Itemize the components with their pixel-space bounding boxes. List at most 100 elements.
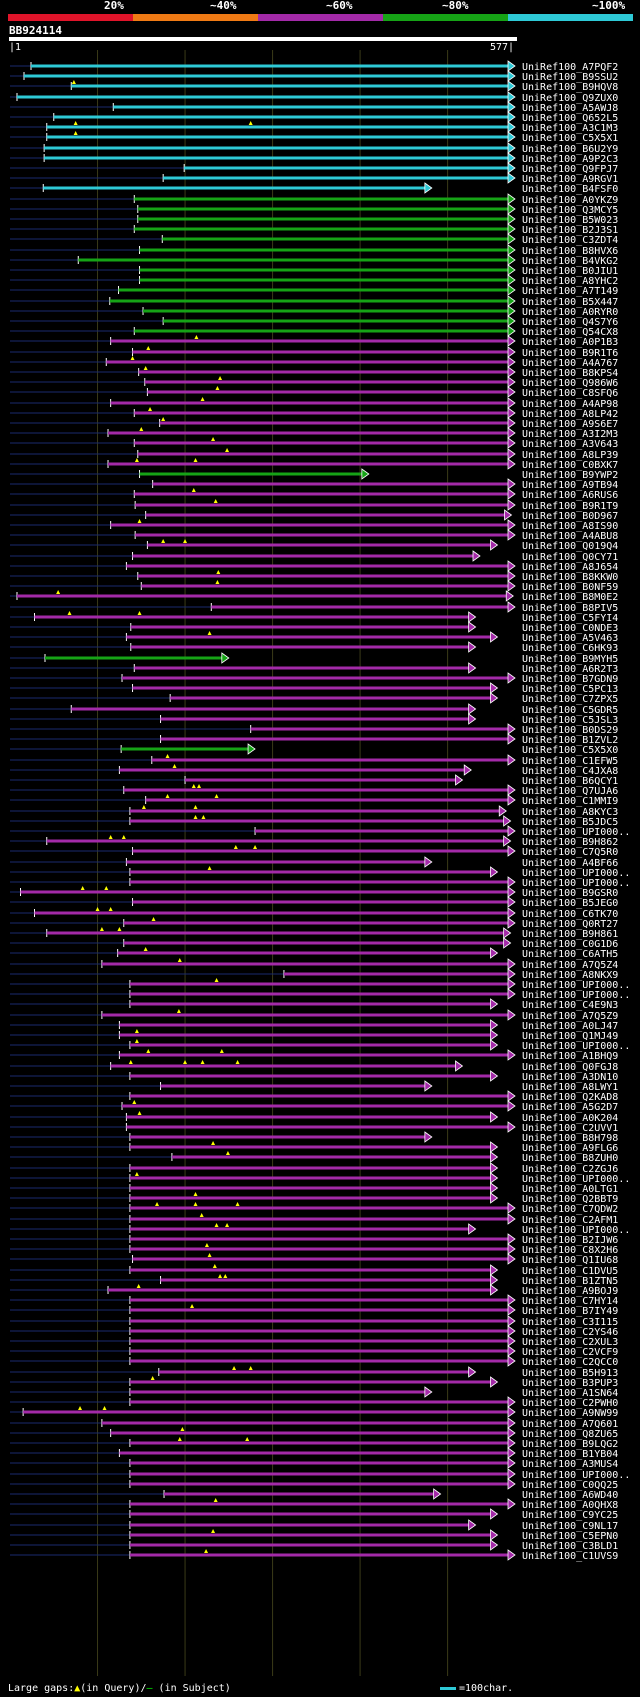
hit-label: UniRef100_A8KYC3 [522, 807, 618, 818]
alignment-end-arrow [507, 529, 516, 541]
hit-label: UniRef100_A0QHX8 [522, 1500, 618, 1511]
hit-label: UniRef100_C5EPN0 [522, 1531, 618, 1542]
hit-label: UniRef100_B5W023 [522, 215, 618, 226]
alignment-end-arrow [424, 1131, 433, 1143]
hit-label: UniRef100_C1MMI9 [522, 796, 618, 807]
hit-label: UniRef100_C5X5X0 [522, 745, 618, 756]
alignment-end-arrow [490, 682, 499, 694]
alignment-end-arrow [472, 550, 481, 562]
query-gap-marker [183, 1060, 188, 1064]
hit-label: UniRef100_B0NF59 [522, 582, 618, 593]
alignment-end-arrow [507, 366, 516, 378]
alignment-end-arrow [221, 652, 230, 664]
alignment-end-arrow [490, 1029, 499, 1041]
hit-label: UniRef100_C6ATH5 [522, 949, 618, 960]
hit-label: UniRef100_Q9ZUX0 [522, 93, 618, 104]
alignment-end-arrow [507, 825, 516, 837]
alignment-end-arrow [468, 621, 477, 633]
scale-segment-80 [383, 14, 508, 21]
length-key: =100char. [440, 1683, 513, 1695]
alignment-end-arrow [503, 927, 512, 939]
query-gap-marker [104, 886, 109, 890]
hit-label: UniRef100_B8H798 [522, 1133, 618, 1144]
hit-label: UniRef100_C6TK70 [522, 909, 618, 920]
hit-label: UniRef100_A0LTG1 [522, 1184, 618, 1195]
hit-label: UniRef100_A6R2T3 [522, 664, 618, 675]
hit-label: UniRef100_Q8ZU65 [522, 1429, 618, 1440]
alignment-end-arrow [490, 866, 499, 878]
alignment-end-arrow [507, 1549, 516, 1561]
alignment-end-arrow [507, 672, 516, 684]
query-gap-marker [213, 1498, 218, 1502]
alignment-end-arrow [507, 1406, 516, 1418]
alignment-end-arrow [468, 1366, 477, 1378]
query-gap-marker [165, 794, 170, 798]
query-gap-text: (in Query)/ [80, 1683, 147, 1694]
query-gap-marker [121, 835, 126, 839]
hit-label: UniRef100_A1BHQ9 [522, 1051, 618, 1062]
scale-tick-80: ~80% [442, 0, 469, 12]
hit-label: UniRef100_UPI000.. [522, 990, 630, 1001]
hit-label: UniRef100_Q1MJ49 [522, 1031, 618, 1042]
alignment-end-arrow [507, 560, 516, 572]
alignment-end-arrow [507, 335, 516, 347]
query-gap-marker [190, 1304, 195, 1308]
subject-gap-text: (in Subject) [152, 1683, 231, 1694]
hit-label: UniRef100_Q9FPJ7 [522, 164, 618, 175]
hit-label: UniRef100_A4A767 [522, 358, 618, 369]
query-gap-marker [219, 1049, 224, 1053]
scale-tick-40: ~40% [210, 0, 237, 12]
alignment-end-arrow [507, 601, 516, 613]
hit-label: UniRef100_B0D967 [522, 511, 618, 522]
alignment-end-arrow [507, 968, 516, 980]
alignment-end-arrow [507, 499, 516, 511]
query-gap-marker [253, 845, 258, 849]
alignment-end-arrow [507, 580, 516, 592]
hit-label: UniRef100_UPI000.. [522, 878, 630, 889]
alignment-end-arrow [507, 1447, 516, 1459]
hit-label: UniRef100_B1ZTN5 [522, 1276, 618, 1287]
alignment-end-arrow [507, 917, 516, 929]
alignment-end-arrow [424, 182, 433, 194]
query-gap-marker [225, 1223, 230, 1227]
query-gap-marker [78, 1406, 83, 1410]
query-title: BB924114 [9, 24, 62, 37]
alignment-end-arrow [505, 590, 514, 602]
alignment-end-arrow [507, 80, 516, 92]
hit-label: UniRef100_A5V463 [522, 633, 618, 644]
hit-label: UniRef100_Q0RT27 [522, 919, 618, 930]
query-gap-marker [80, 886, 85, 890]
scale-segment-20 [8, 14, 133, 21]
query-gap-marker [204, 1243, 209, 1247]
alignment-end-arrow [433, 1488, 442, 1500]
query-gap-marker [204, 1549, 209, 1553]
alignment-end-arrow [507, 101, 516, 113]
hit-label: UniRef100_Q1IU68 [522, 1255, 618, 1266]
hit-label: UniRef100_B5X447 [522, 297, 618, 308]
alignment-end-arrow [490, 1508, 499, 1520]
alignment-end-arrow [507, 60, 516, 72]
alignment-end-arrow [424, 1080, 433, 1092]
hit-label: UniRef100_C0BXK7 [522, 460, 618, 471]
alignment-end-arrow [507, 437, 516, 449]
hit-label: UniRef100_A9TB94 [522, 480, 618, 491]
alignment-end-arrow [507, 1294, 516, 1306]
alignment-end-arrow [507, 1417, 516, 1429]
hit-label: UniRef100_B4VKG2 [522, 256, 618, 267]
alignment-end-arrow [507, 1437, 516, 1449]
alignment-end-arrow [507, 733, 516, 745]
scale-segment-40 [133, 14, 258, 21]
hit-label: UniRef100_C2PWH0 [522, 1398, 618, 1409]
alignment-end-arrow [507, 478, 516, 490]
alignment-end-arrow [507, 152, 516, 164]
alignment-end-arrow [468, 611, 477, 623]
hit-label: UniRef100_C0G1D6 [522, 939, 618, 950]
hit-label: UniRef100_A9NW99 [522, 1408, 618, 1419]
query-gap-marker [215, 386, 220, 390]
query-gap-marker [117, 927, 122, 931]
query-gap-marker [73, 121, 78, 125]
query-gap-marker [132, 1100, 137, 1104]
hit-label: UniRef100_UPI000.. [522, 1174, 630, 1185]
alignment-end-arrow [490, 1182, 499, 1194]
